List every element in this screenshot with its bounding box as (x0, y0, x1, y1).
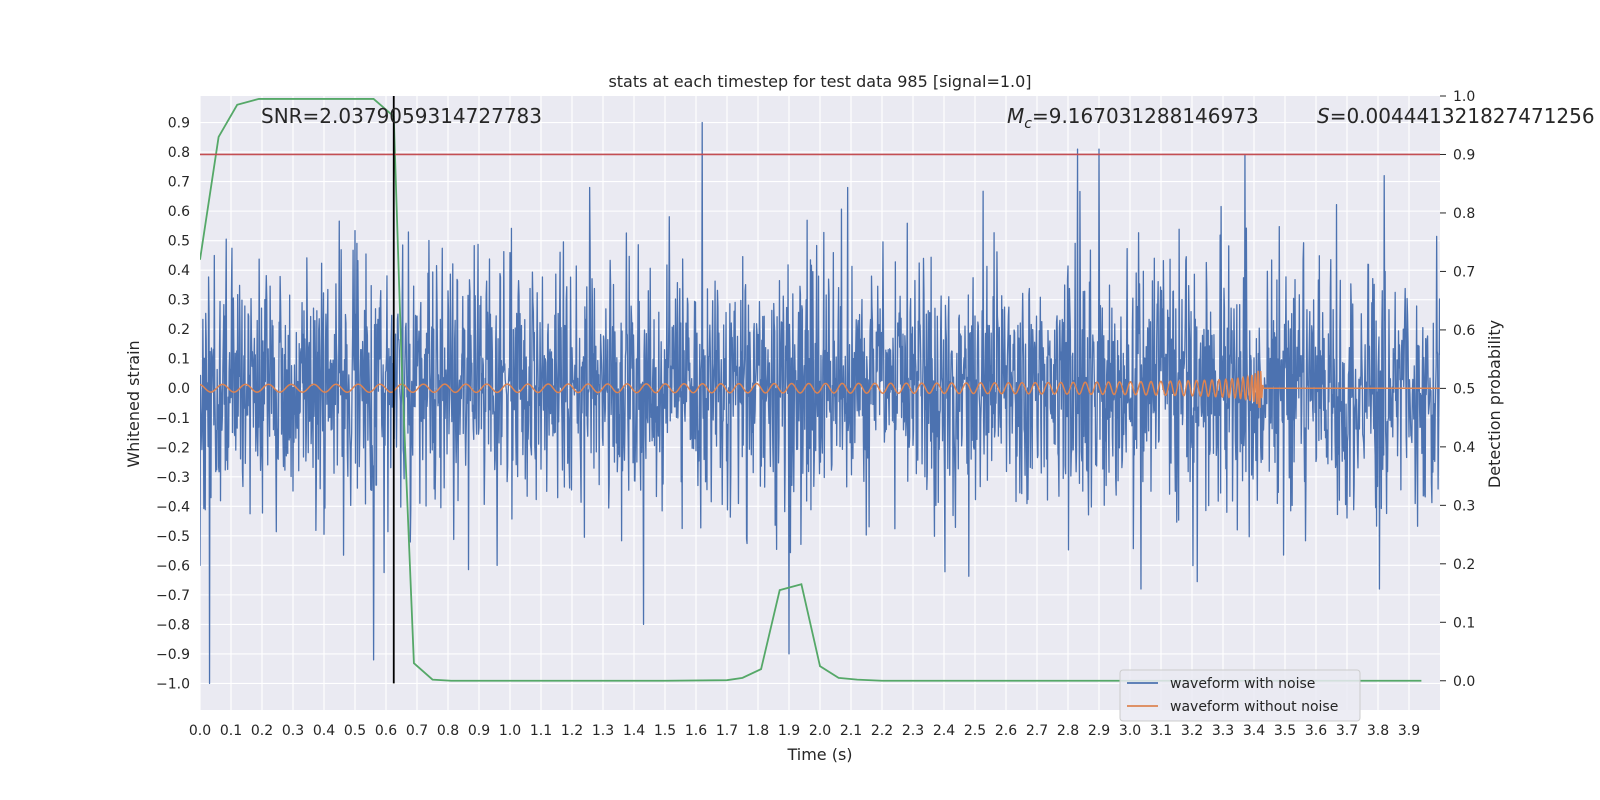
y-right-tick-label: 0.9 (1453, 147, 1475, 163)
y-left-tick-label: 0.3 (168, 293, 190, 309)
series-detection-probability (200, 98, 1422, 682)
x-tick-label: 2.6 (995, 723, 1017, 739)
y-right-tick-label: 1.0 (1453, 89, 1475, 105)
y-right-tick-label: 0.0 (1453, 674, 1475, 690)
y-right-tick-label: 0.3 (1453, 498, 1475, 514)
x-tick-label: 0.4 (313, 723, 335, 739)
y-left-tick-label: 0.9 (168, 116, 190, 132)
x-tick-label: 2.4 (933, 723, 955, 739)
y-left-tick-label: 0.5 (168, 234, 190, 250)
legend-label-noise: waveform with noise (1170, 676, 1315, 692)
chart-title: stats at each timestep for test data 985… (608, 72, 1031, 91)
x-tick-label: 0.5 (344, 723, 366, 739)
y-left-tick-label: −0.9 (156, 647, 190, 663)
probability-line (200, 98, 1422, 682)
x-tick-label: 2.2 (871, 723, 893, 739)
y-left-tick-label: −0.5 (156, 529, 190, 545)
x-tick-label: 0.6 (375, 723, 397, 739)
x-tick-label: 3.4 (1243, 723, 1265, 739)
x-tick-label: 0.1 (220, 723, 242, 739)
y-left-tick-label: −0.1 (156, 411, 190, 427)
y-right-tick-label: 0.6 (1453, 323, 1475, 339)
x-tick-label: 3.8 (1367, 723, 1389, 739)
x-tick-label: 0.8 (437, 723, 459, 739)
y-axis-label-left: Whitened strain (124, 340, 143, 467)
y-left-tick-label: 0.1 (168, 352, 190, 368)
x-tick-label: 1.3 (592, 723, 614, 739)
y-right-tick-labels: 1.0 0.9 0.8 0.7 0.6 0.5 0.4 0.3 0.2 0.1 0.0 (1440, 89, 1475, 690)
legend-label-clean: waveform without noise (1170, 699, 1338, 715)
x-tick-label: 3.0 (1119, 723, 1141, 739)
y-left-tick-label: −0.6 (156, 558, 190, 574)
x-tick-label: 2.7 (1026, 723, 1048, 739)
y-right-tick-label: 0.2 (1453, 557, 1475, 573)
x-tick-labels: 0.0 0.1 0.2 0.3 0.4 0.5 0.6 0.7 0.8 0.9 1.0 1.1 1.2 1… (189, 723, 1420, 739)
legend-box (1119, 669, 1361, 722)
y-left-tick-label: −0.3 (156, 470, 190, 486)
snr-annotation: SNR=2.0379059314727783 (261, 104, 542, 128)
y-right-tick-label: 0.7 (1453, 264, 1475, 280)
x-tick-label: 1.8 (747, 723, 769, 739)
x-tick-label: 0.7 (406, 723, 428, 739)
x-tick-label: 3.5 (1274, 723, 1296, 739)
x-tick-label: 1.5 (654, 723, 676, 739)
series-waveform-without-noise (200, 370, 1440, 408)
y-left-tick-label: −0.4 (156, 499, 190, 515)
x-tick-label: 3.9 (1398, 723, 1420, 739)
x-tick-label: 1.1 (530, 723, 552, 739)
y-left-tick-label: 0.4 (168, 263, 190, 279)
y-left-tick-label: −0.2 (156, 440, 190, 456)
y-left-tick-label: 0.6 (168, 204, 190, 220)
x-tick-label: 1.7 (716, 723, 738, 739)
y-left-tick-label: −1.0 (156, 676, 190, 692)
x-tick-label: 0.0 (189, 723, 211, 739)
x-tick-label: 1.4 (623, 723, 645, 739)
x-tick-label: 3.6 (1305, 723, 1327, 739)
y-right-tick-label: 0.5 (1453, 381, 1475, 397)
x-tick-label: 3.2 (1181, 723, 1203, 739)
y-right-tick-label: 0.1 (1453, 615, 1475, 631)
x-tick-label: 0.9 (468, 723, 490, 739)
y-left-tick-label: 0.2 (168, 322, 190, 338)
x-tick-label: 1.9 (778, 723, 800, 739)
x-tick-label: 2.5 (964, 723, 986, 739)
x-tick-label: 3.7 (1336, 723, 1358, 739)
y-left-tick-label: 0.7 (168, 175, 190, 191)
y-left-tick-label: −0.8 (156, 617, 190, 633)
x-tick-label: 3.3 (1212, 723, 1234, 739)
x-tick-label: 1.0 (499, 723, 521, 739)
y-axis-label-right: Detection probability (1485, 320, 1504, 488)
clean-line (200, 370, 1440, 408)
x-tick-label: 1.6 (685, 723, 707, 739)
y-left-tick-label: −0.7 (156, 588, 190, 604)
x-tick-label: 2.8 (1057, 723, 1079, 739)
y-left-tick-label: 0.0 (168, 381, 190, 397)
y-left-tick-labels: 0.9 0.8 0.7 0.6 0.5 0.4 0.3 0.2 0.1 0.0 −0.1 −0.2 −0… (156, 116, 190, 693)
x-tick-label: 1.2 (561, 723, 583, 739)
x-tick-label: 3.1 (1150, 723, 1172, 739)
x-tick-label: 0.3 (282, 723, 304, 739)
y-left-tick-label: 0.8 (168, 145, 190, 161)
chirp-mass-annotation: Mc=9.167031288146973 (1007, 104, 1259, 132)
x-tick-label: 2.9 (1088, 723, 1110, 739)
reference-lines (200, 96, 1440, 684)
x-axis-label: Time (s) (786, 745, 852, 764)
x-tick-label: 2.1 (840, 723, 862, 739)
legend: waveform with noise waveform without noi… (1119, 669, 1361, 722)
x-tick-label: 2.3 (902, 723, 924, 739)
spin-annotation: S=0.004441321827471256 (1317, 104, 1595, 128)
y-right-tick-label: 0.4 (1453, 440, 1475, 456)
y-right-tick-label: 0.8 (1453, 206, 1475, 222)
grid (199, 96, 1440, 710)
x-tick-label: 0.2 (251, 723, 273, 739)
x-tick-label: 2.0 (809, 723, 831, 739)
